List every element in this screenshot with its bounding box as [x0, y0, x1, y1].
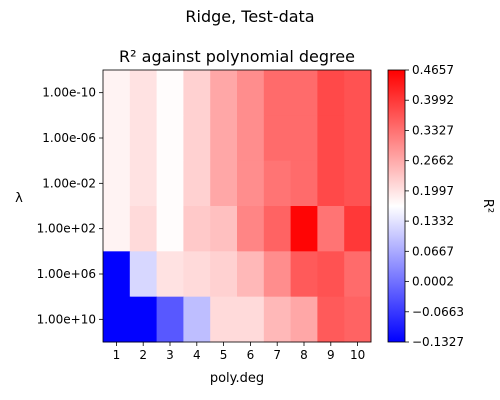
heatmap-cell: [129, 70, 158, 116]
heatmap-cell: [237, 251, 265, 298]
heatmap-cell: [317, 206, 345, 252]
figure-suptitle: Ridge, Test-data: [185, 7, 314, 26]
heatmap-cell: [156, 206, 184, 252]
heatmap-cell: [210, 160, 238, 207]
x-tick-label: 4: [193, 348, 201, 362]
heatmap-cell: [129, 160, 158, 207]
heatmap-cell: [237, 206, 265, 252]
x-tick-label: 10: [350, 348, 365, 362]
heatmap-cell: [263, 160, 292, 207]
heatmap-cell: [183, 296, 211, 343]
y-tick-label: 1.00e+06: [37, 267, 96, 281]
heatmap-cell: [237, 160, 265, 207]
heatmap-cell: [263, 251, 292, 298]
heatmap-cells: [103, 70, 372, 343]
heatmap-cell: [237, 296, 265, 343]
heatmap-cell: [156, 296, 184, 343]
colorbar-tick-label: 0.1997: [412, 184, 454, 198]
heatmap-cell: [290, 206, 318, 252]
heatmap-cell: [317, 251, 345, 298]
colorbar-tick-label: −0.0663: [412, 305, 464, 319]
x-tick-label: 9: [327, 348, 335, 362]
heatmap-cell: [344, 70, 372, 116]
x-tick-label: 3: [166, 348, 174, 362]
colorbar-tick-label: 0.2662: [412, 154, 454, 168]
heatmap-cell: [103, 115, 131, 162]
colorbar-tick-label: 0.1332: [412, 214, 454, 228]
heatmap-cell: [317, 115, 345, 162]
heatmap-cell: [290, 251, 318, 298]
y-tick-label: 1.00e-06: [42, 131, 96, 145]
heatmap-cell: [156, 160, 184, 207]
heatmap-cell: [210, 206, 238, 252]
heatmap-cell: [210, 70, 238, 116]
heatmap-cell: [344, 296, 372, 343]
colorbar-ticks: 0.4657 0.3992 0.3327 0.2662 0.1997 0.1332 0.06…: [405, 63, 464, 349]
x-tick-label: 6: [247, 348, 255, 362]
heatmap-cell: [344, 115, 372, 162]
colorbar-label: R²: [480, 199, 495, 213]
heatmap-cell: [290, 70, 318, 116]
heatmap-cell: [237, 70, 265, 116]
heatmap-cell: [156, 70, 184, 116]
heatmap-cell: [290, 160, 318, 207]
chart-title: R² against polynomial degree: [119, 47, 355, 66]
y-tick-label: 1.00e+10: [37, 312, 96, 326]
heatmap-cell: [183, 206, 211, 252]
y-tick-label: 1.00e-10: [42, 86, 96, 100]
heatmap-cell: [344, 160, 372, 207]
x-tick-label: 1: [113, 348, 121, 362]
heatmap-cell: [103, 70, 131, 116]
colorbar-tick-label: 0.0002: [412, 275, 454, 289]
heatmap-cell: [129, 296, 158, 343]
heatmap-cell: [210, 115, 238, 162]
heatmap-cell: [263, 70, 292, 116]
x-tick-label: 8: [300, 348, 308, 362]
colorbar-tick-label: 0.4657: [412, 63, 454, 77]
heatmap-cell: [263, 206, 292, 252]
y-axis-ticks: 1.00e-10 1.00e-06 1.00e-02 1.00e+02 1.00e+06…: [37, 86, 103, 326]
plot-frame: [102, 69, 372, 343]
y-axis-label: λ: [15, 191, 23, 206]
heatmap-cell: [129, 206, 158, 252]
heatmap-cell: [156, 115, 184, 162]
colorbar-tick-label: −0.1327: [412, 335, 464, 349]
colorbar-tick-label: 0.3992: [412, 93, 454, 107]
heatmap-cell: [263, 296, 292, 343]
x-axis-label: poly.deg: [210, 371, 264, 386]
heatmap-cell: [103, 251, 131, 298]
y-tick-label: 1.00e+02: [37, 222, 96, 236]
y-tick-label: 1.00e-02: [42, 176, 96, 190]
colorbar-tick-label: 0.3327: [412, 123, 454, 137]
heatmap-cell: [210, 296, 238, 343]
heatmap-cell: [237, 115, 265, 162]
heatmap-cell: [103, 206, 131, 252]
heatmap-cell: [183, 160, 211, 207]
heatmap-cell: [103, 160, 131, 207]
heatmap-cell: [290, 296, 318, 343]
heatmap-cell: [344, 206, 372, 252]
heatmap-cell: [183, 70, 211, 116]
heatmap-cell: [263, 115, 292, 162]
colorbar-tick-label: 0.0667: [412, 244, 454, 258]
heatmap-cell: [183, 115, 211, 162]
heatmap-cell: [183, 251, 211, 298]
heatmap-cell: [156, 251, 184, 298]
heatmap-cell: [290, 115, 318, 162]
heatmap-cell: [317, 70, 345, 116]
heatmap-cell: [210, 251, 238, 298]
x-axis-ticks: 1 2 3 4 5 6 7 8 9 10: [113, 342, 365, 362]
x-tick-label: 2: [139, 348, 147, 362]
x-tick-label: 5: [220, 348, 228, 362]
colorbar: [387, 69, 406, 343]
heatmap-cell: [129, 251, 158, 298]
heatmap-cell: [317, 296, 345, 343]
heatmap-cell: [129, 115, 158, 162]
heatmap-cell: [317, 160, 345, 207]
heatmap-cell: [103, 296, 131, 343]
x-tick-label: 7: [273, 348, 281, 362]
heatmap-cell: [344, 251, 372, 298]
